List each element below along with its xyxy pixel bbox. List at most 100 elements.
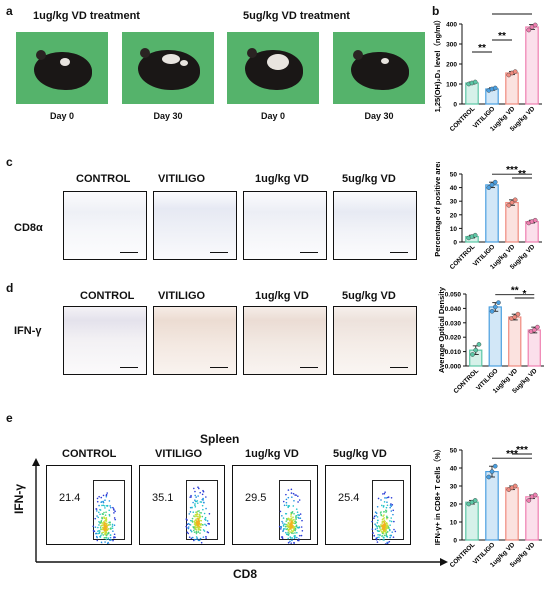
facs-event <box>196 500 199 502</box>
facs-event <box>94 526 97 528</box>
facs-event <box>380 511 382 513</box>
facs-event <box>281 537 284 539</box>
facs-event <box>381 530 383 533</box>
data-point <box>473 347 479 353</box>
facs-event <box>96 539 99 542</box>
facs-event <box>108 513 111 516</box>
facs-event <box>282 517 285 519</box>
facs-event <box>376 505 379 508</box>
data-point <box>526 498 532 503</box>
facs-event <box>295 521 298 524</box>
facs-event <box>290 543 291 544</box>
facs-event <box>105 532 107 535</box>
bar-3 <box>525 496 539 541</box>
facs-event <box>198 510 200 512</box>
facs-event <box>285 512 288 515</box>
facs-event <box>386 541 388 544</box>
facs-event <box>186 527 188 529</box>
facs-event <box>198 539 201 542</box>
facs-event <box>102 494 105 497</box>
facs-event <box>187 527 190 530</box>
facs-y-axis-label: IFN-γ <box>12 484 26 514</box>
facs-event <box>186 519 188 521</box>
facs-event <box>291 527 294 529</box>
facs-event <box>375 512 378 515</box>
facs-event <box>281 536 284 538</box>
facs-event <box>105 511 107 513</box>
facs-event <box>386 536 389 538</box>
facs-event <box>375 524 377 527</box>
facs-event <box>108 500 111 502</box>
ihc-image-cd8-vitiligo <box>153 191 237 260</box>
facs-event <box>194 500 197 503</box>
group-header-1ug: 1ug/kg VD treatment <box>33 10 140 22</box>
facs-event <box>196 502 199 504</box>
y-tick-label: 20 <box>450 502 458 509</box>
facs-event <box>296 536 298 539</box>
facs-event <box>386 504 389 507</box>
facs-event <box>92 525 95 528</box>
data-point <box>486 474 492 480</box>
facs-event <box>111 525 114 527</box>
facs-event <box>113 512 115 514</box>
facs-event <box>203 501 205 504</box>
facs-event <box>202 497 204 500</box>
facs-event <box>191 517 194 520</box>
facs-event <box>285 520 288 522</box>
facs-event <box>383 492 386 495</box>
y-tick-label: 0 <box>453 538 457 545</box>
facs-event <box>106 522 108 525</box>
facs-event <box>111 527 114 529</box>
facs-event <box>103 511 105 514</box>
facs-event <box>100 534 102 537</box>
facs-event <box>197 515 199 518</box>
facs-event <box>301 529 304 532</box>
facs-event <box>295 524 298 527</box>
facs-event <box>187 532 190 535</box>
facs-event <box>192 529 195 532</box>
facs-event <box>193 520 196 523</box>
y-tick-label: 0 <box>453 240 457 247</box>
facs-event <box>200 526 202 529</box>
data-point <box>512 314 518 320</box>
facs-event <box>282 527 285 530</box>
facs-event <box>389 506 391 509</box>
facs-event <box>101 533 103 535</box>
facs-event <box>377 519 379 522</box>
facs-event <box>284 525 287 528</box>
facs-event <box>382 506 385 508</box>
facs-event <box>202 490 205 493</box>
facs-event <box>100 501 103 503</box>
facs-event <box>99 509 102 511</box>
facs-event <box>197 526 200 528</box>
facs-event <box>106 542 109 544</box>
facs-event <box>102 500 104 503</box>
facs-event <box>374 528 377 531</box>
y-tick-label: 300 <box>446 42 457 49</box>
day-label-4: Day 30 <box>364 111 394 121</box>
facs-event <box>380 513 382 516</box>
facs-event <box>101 513 104 515</box>
facs-event <box>297 501 299 503</box>
y-tick-label: 0.010 <box>445 349 462 356</box>
facs-event <box>194 499 196 501</box>
facs-event <box>392 536 395 538</box>
facs-event <box>100 541 103 544</box>
facs-event <box>195 496 197 498</box>
facs-event <box>293 499 295 502</box>
facs-event <box>192 501 194 504</box>
col-header-d-vitiligo: VITILIGO <box>158 290 206 302</box>
data-point <box>470 352 475 357</box>
x-tick-label: CONTROL <box>449 243 477 271</box>
facs-event <box>203 530 206 532</box>
facs-event <box>193 531 196 533</box>
facs-event <box>205 535 207 538</box>
facs-event <box>375 514 377 517</box>
facs-event <box>192 487 195 490</box>
facs-event <box>296 531 298 534</box>
facs-event <box>293 526 295 528</box>
facs-event <box>197 495 199 497</box>
ihc-image-ifng-vitiligo <box>153 306 237 375</box>
facs-event <box>197 518 199 521</box>
data-point <box>509 200 515 205</box>
